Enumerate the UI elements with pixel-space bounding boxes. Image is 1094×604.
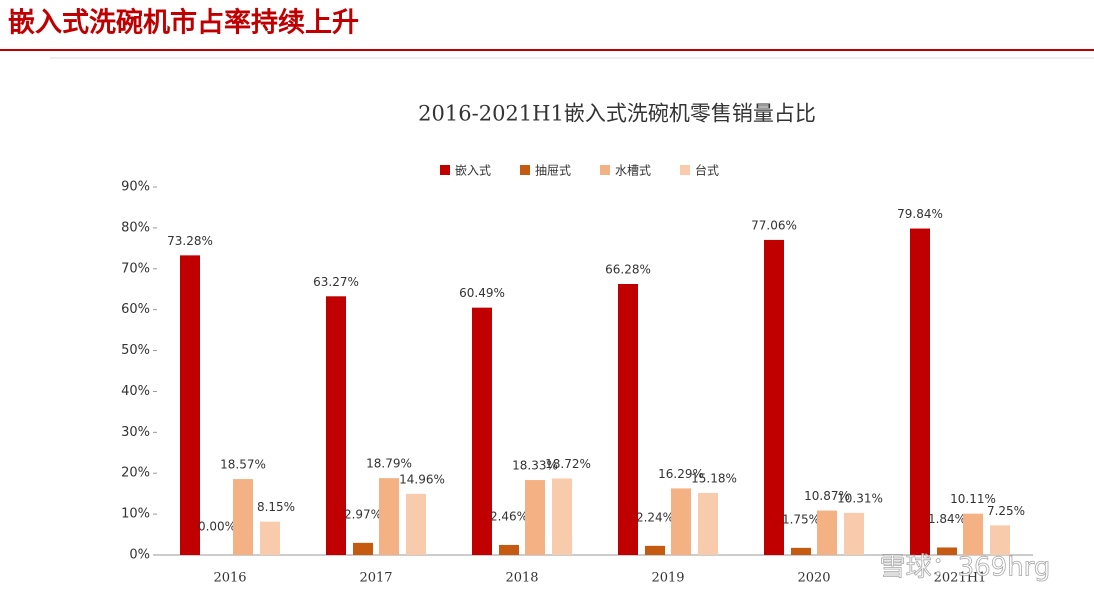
y-tick-label: 60% (121, 302, 150, 317)
y-tick-label: 50% (121, 343, 150, 358)
data-label: 79.84% (897, 207, 943, 221)
data-label: 16.29% (658, 467, 704, 481)
data-label: 14.96% (399, 472, 445, 486)
data-label: 10.31% (837, 491, 883, 505)
x-tick-label: 2017 (359, 571, 392, 586)
data-label: 15.18% (691, 471, 737, 485)
data-label: 63.27% (313, 275, 359, 289)
bar (552, 478, 572, 555)
legend-swatch (600, 165, 610, 175)
bar (499, 544, 519, 555)
x-tick-label: 2016 (213, 571, 246, 586)
data-label: 2.46% (490, 509, 528, 523)
bar (379, 478, 399, 555)
data-label: 18.33% (512, 459, 558, 473)
data-label: 10.87% (804, 489, 850, 503)
data-label: 2.97% (344, 507, 382, 521)
y-tick-label: 80% (121, 220, 150, 235)
y-tick-label: 0% (129, 548, 150, 563)
data-label: 2.24% (636, 510, 674, 524)
data-label: 18.72% (545, 457, 591, 471)
y-tick-label: 70% (121, 261, 150, 276)
data-label: 1.75% (782, 512, 820, 526)
bar (233, 479, 253, 555)
bar (180, 255, 200, 556)
legend-swatch (680, 165, 690, 175)
x-tick-label: 2019 (651, 571, 684, 586)
bar (472, 307, 492, 555)
bar (963, 513, 983, 555)
bar (764, 239, 784, 555)
data-label: 18.79% (366, 457, 412, 471)
x-tick-label: 2021H1 (934, 571, 987, 586)
data-label: 1.84% (928, 512, 966, 526)
bar (910, 228, 930, 556)
data-label: 18.57% (220, 458, 266, 472)
legend-label: 抽屉式 (535, 164, 571, 178)
bar (618, 283, 638, 555)
y-tick-label: 40% (121, 384, 150, 399)
watermark: 雪球：369hrg (880, 553, 1051, 583)
bar (990, 525, 1010, 555)
bar (671, 488, 691, 555)
data-label: 7.25% (987, 504, 1025, 518)
data-label: 0.00% (198, 520, 236, 534)
data-label: 66.28% (605, 262, 651, 276)
bar (525, 480, 545, 555)
data-label: 77.06% (751, 218, 797, 232)
y-tick-label: 30% (121, 425, 150, 440)
slide-title: 嵌入式洗碗机市占率持续上升 (8, 7, 359, 39)
legend-label: 嵌入式 (455, 164, 491, 178)
bar (791, 547, 811, 555)
data-label: 73.28% (167, 234, 213, 248)
legend-swatch (520, 165, 530, 175)
x-tick-label: 2020 (797, 571, 830, 586)
bar (817, 510, 837, 555)
legend-label: 水槽式 (615, 164, 651, 178)
bar (937, 547, 957, 555)
legend-label: 台式 (695, 163, 719, 178)
y-tick-label: 10% (121, 507, 150, 522)
y-tick-label: 90% (121, 180, 150, 195)
data-label: 10.11% (950, 492, 996, 506)
chart-title: 2016-2021H1嵌入式洗碗机零售销量占比 (418, 102, 816, 126)
data-label: 8.15% (257, 500, 295, 514)
bar (353, 542, 373, 555)
legend-swatch (440, 165, 450, 175)
y-tick-label: 20% (121, 466, 150, 481)
bar (844, 512, 864, 555)
bar (406, 493, 426, 555)
bar (698, 492, 718, 555)
bar (645, 545, 665, 555)
data-label: 60.49% (459, 286, 505, 300)
bar (326, 296, 346, 555)
x-tick-label: 2018 (505, 571, 538, 586)
bar (260, 521, 280, 555)
